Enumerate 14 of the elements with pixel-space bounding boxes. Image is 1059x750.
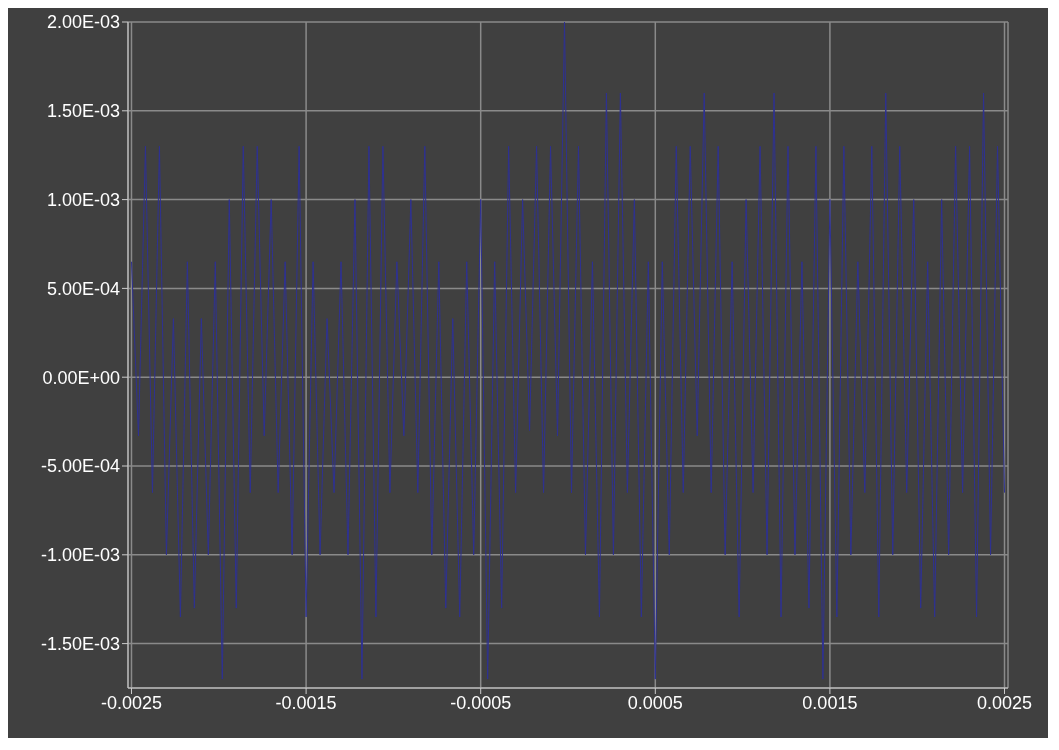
y-tick-label: -5.00E-04 xyxy=(40,456,120,477)
y-tick-label: 1.00E-03 xyxy=(46,189,120,210)
x-tick-label: 0.0015 xyxy=(802,692,858,713)
y-tick-label: -1.00E-03 xyxy=(40,545,120,566)
y-tick-label: -1.50E-03 xyxy=(40,633,120,654)
y-tick-label: 1.50E-03 xyxy=(46,101,120,122)
x-tick-label: -0.0025 xyxy=(100,692,163,713)
y-tick-label: 5.00E-04 xyxy=(46,278,120,299)
y-tick-label: 0.00E+00 xyxy=(42,367,120,388)
x-tick-label: 0.0025 xyxy=(976,692,1033,713)
x-tick-label: 0.0005 xyxy=(627,692,683,713)
x-tick-label: -0.0005 xyxy=(450,692,512,713)
y-tick-label: 2.00E-03 xyxy=(46,12,120,33)
x-tick-label: -0.0015 xyxy=(275,692,337,713)
